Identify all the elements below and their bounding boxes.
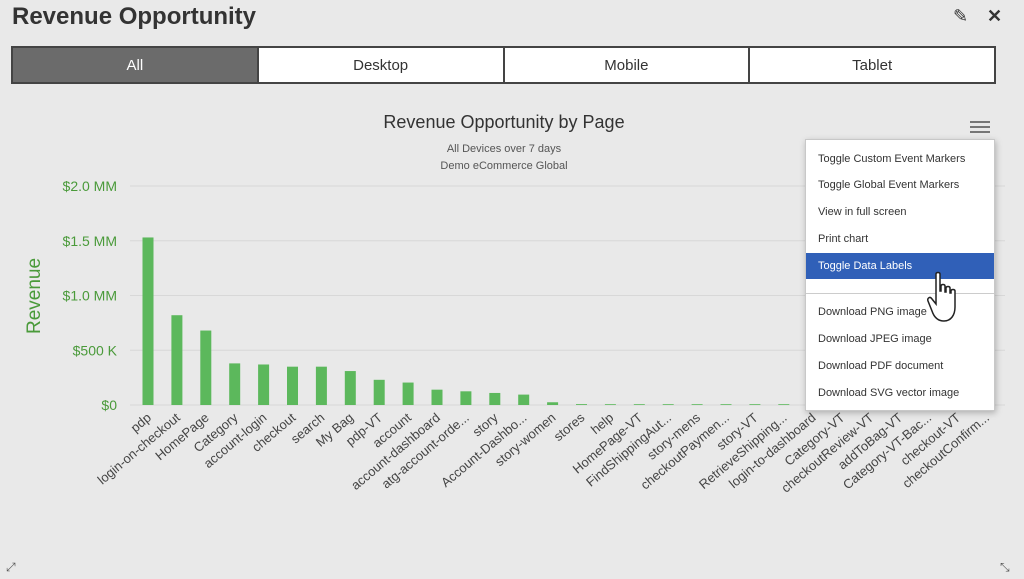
bar[interactable]: [402, 382, 414, 405]
bar[interactable]: [171, 315, 183, 405]
chart-context-menu: Toggle Custom Event Markers Toggle Globa…: [805, 139, 995, 411]
bar[interactable]: [720, 404, 732, 405]
pencil-icon[interactable]: ✎: [953, 6, 969, 26]
bar[interactable]: [691, 404, 703, 405]
bar[interactable]: [518, 394, 530, 405]
bar[interactable]: [633, 404, 645, 405]
bar[interactable]: [576, 404, 587, 405]
y-tick-label: $1.5 MM: [63, 233, 117, 249]
y-tick-label: $1.0 MM: [63, 288, 117, 304]
chart-title: Revenue Opportunity by Page: [383, 112, 624, 132]
bar[interactable]: [200, 330, 212, 405]
tab-desktop[interactable]: Desktop: [258, 48, 505, 82]
menu-toggle-custom-event-markers[interactable]: Toggle Custom Event Markers: [818, 153, 966, 165]
tab-all[interactable]: All: [13, 48, 259, 82]
bar[interactable]: [749, 404, 761, 405]
widget-title: Revenue Opportunity: [12, 3, 257, 30]
bar[interactable]: [778, 404, 790, 405]
close-icon[interactable]: ✕: [987, 6, 1003, 26]
device-tabs: All Desktop Mobile Tablet: [11, 46, 996, 84]
bar[interactable]: [373, 379, 385, 405]
bar[interactable]: [547, 402, 559, 405]
resize-handle-left-icon[interactable]: ⤢: [6, 560, 16, 574]
x-axis-labels: pdplogin-on-checkoutHomePageCategoryacco…: [95, 409, 992, 495]
bar[interactable]: [142, 237, 154, 405]
menu-toggle-data-labels[interactable]: Toggle Data Labels: [806, 253, 994, 279]
bar[interactable]: [662, 404, 674, 405]
y-tick-label: $0: [101, 397, 117, 413]
hand-cursor-icon: [927, 271, 956, 322]
menu-download-jpeg[interactable]: Download JPEG image: [818, 333, 932, 345]
bar[interactable]: [287, 366, 298, 405]
menu-separator: [806, 293, 994, 294]
bar[interactable]: [604, 404, 616, 405]
menu-download-pdf[interactable]: Download PDF document: [818, 360, 944, 372]
x-tick-label: stores: [551, 409, 588, 444]
bar[interactable]: [431, 389, 443, 405]
menu-print-chart[interactable]: Print chart: [818, 233, 869, 245]
menu-download-svg[interactable]: Download SVG vector image: [818, 387, 960, 399]
y-tick-label: $2.0 MM: [63, 178, 117, 194]
bar[interactable]: [229, 363, 241, 405]
bar[interactable]: [315, 366, 327, 405]
bars: [142, 237, 992, 405]
tab-tablet[interactable]: Tablet: [750, 48, 994, 82]
y-tick-label: $500 K: [73, 342, 118, 358]
revenue-chart: Revenue Opportunity by Page All Devices …: [24, 112, 1005, 496]
menu-download-png[interactable]: Download PNG image: [818, 306, 927, 318]
menu-view-full-screen[interactable]: View in full screen: [818, 206, 907, 218]
menu-toggle-global-event-markers[interactable]: Toggle Global Event Markers: [818, 179, 960, 191]
tab-mobile[interactable]: Mobile: [504, 48, 751, 82]
chart-menu-icon[interactable]: [970, 118, 990, 136]
y-axis-label: Revenue: [24, 258, 45, 334]
resize-handle-right-icon[interactable]: ⤡: [1000, 560, 1010, 574]
bar[interactable]: [460, 391, 472, 405]
chart-subtitle-line-2: Demo eCommerce Global: [440, 160, 567, 172]
bar[interactable]: [489, 392, 501, 405]
y-axis-ticks: $0 $500 K $1.0 MM $1.5 MM $2.0 MM: [63, 178, 118, 413]
bar[interactable]: [258, 364, 270, 405]
bar[interactable]: [344, 371, 356, 405]
chart-subtitle-line-1: All Devices over 7 days: [447, 143, 562, 155]
